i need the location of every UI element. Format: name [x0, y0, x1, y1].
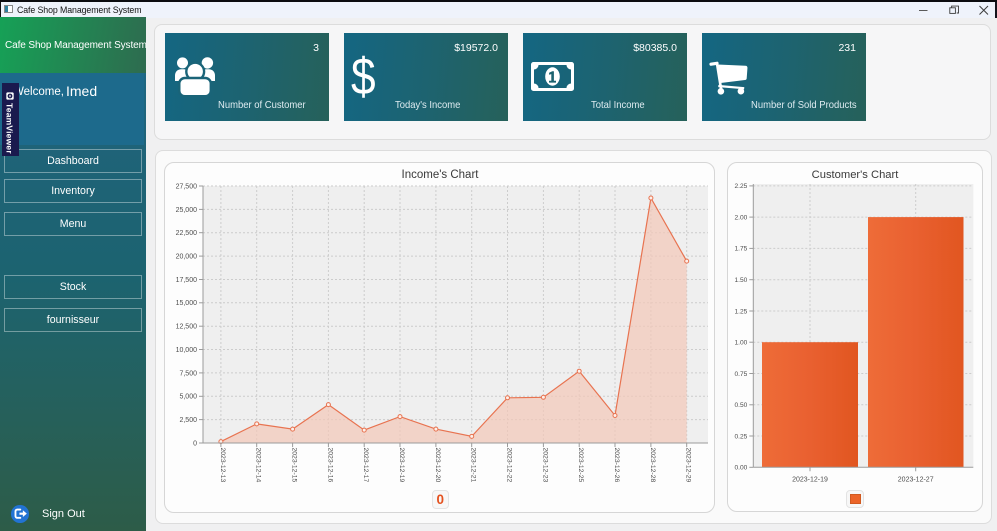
svg-text:1.50: 1.50 [734, 277, 747, 284]
svg-text:0: 0 [193, 440, 197, 447]
svg-text:2.00: 2.00 [734, 214, 747, 221]
svg-text:1.75: 1.75 [734, 246, 747, 253]
svg-text:0.50: 0.50 [734, 402, 747, 409]
svg-text:2023-12-27: 2023-12-27 [898, 476, 934, 483]
svg-text:2023-12-29: 2023-12-29 [685, 448, 692, 483]
svg-text:2023-12-21: 2023-12-21 [470, 448, 477, 483]
svg-text:2.25: 2.25 [734, 183, 747, 190]
svg-text:2023-12-26: 2023-12-26 [613, 448, 620, 483]
svg-text:2023-12-28: 2023-12-28 [649, 448, 656, 483]
svg-text:2023-12-19: 2023-12-19 [398, 448, 405, 483]
svg-text:22,500: 22,500 [176, 230, 198, 237]
svg-text:17,500: 17,500 [176, 277, 198, 284]
svg-text:2023-12-20: 2023-12-20 [434, 448, 441, 483]
svg-text:2023-12-23: 2023-12-23 [541, 448, 548, 483]
svg-text:2023-12-15: 2023-12-15 [291, 448, 298, 483]
svg-text:0.25: 0.25 [734, 433, 747, 440]
svg-text:Income's Chart: Income's Chart [402, 169, 480, 181]
svg-text:2,500: 2,500 [179, 417, 197, 424]
svg-text:2023-12-25: 2023-12-25 [577, 448, 584, 483]
svg-text:2023-12-14: 2023-12-14 [255, 448, 262, 483]
svg-text:Customer's Chart: Customer's Chart [812, 169, 900, 181]
svg-text:12,500: 12,500 [176, 324, 198, 331]
svg-text:1.25: 1.25 [734, 308, 747, 315]
svg-text:2023-12-16: 2023-12-16 [326, 448, 333, 483]
svg-text:20,000: 20,000 [176, 254, 198, 261]
svg-text:15,000: 15,000 [176, 300, 198, 307]
svg-text:2023-12-17: 2023-12-17 [362, 448, 369, 483]
svg-text:7,500: 7,500 [179, 370, 197, 377]
svg-text:0.00: 0.00 [734, 465, 747, 472]
svg-text:25,000: 25,000 [176, 207, 198, 214]
svg-text:5,000: 5,000 [179, 394, 197, 401]
svg-text:2023-12-19: 2023-12-19 [792, 476, 828, 483]
svg-text:10,000: 10,000 [176, 347, 198, 354]
svg-text:27,500: 27,500 [176, 183, 198, 190]
svg-text:2023-12-22: 2023-12-22 [506, 448, 513, 483]
svg-text:0.75: 0.75 [734, 371, 747, 378]
svg-text:1.00: 1.00 [734, 340, 747, 347]
svg-text:2023-12-13: 2023-12-13 [219, 448, 226, 483]
